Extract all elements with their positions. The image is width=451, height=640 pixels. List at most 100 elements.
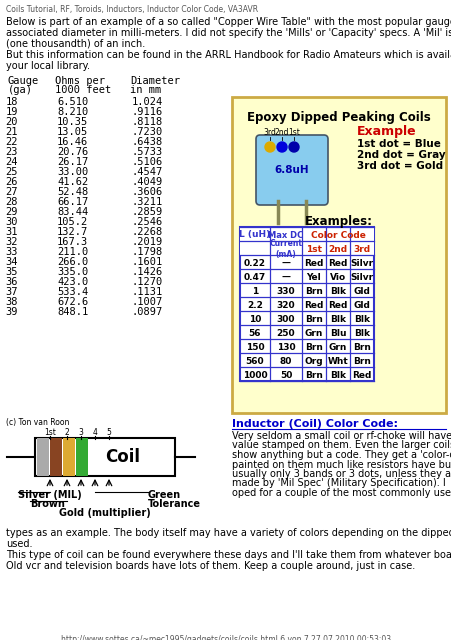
Text: Grn: Grn <box>304 328 322 337</box>
Text: Vio: Vio <box>329 273 345 282</box>
Text: 26.17: 26.17 <box>57 157 88 167</box>
Text: 1st: 1st <box>44 428 56 437</box>
Text: 0.47: 0.47 <box>244 273 266 282</box>
Text: (ga): (ga) <box>8 85 33 95</box>
Text: Gld: Gld <box>353 301 370 310</box>
Text: Max DC: Max DC <box>268 230 303 239</box>
Text: Brown: Brown <box>30 499 65 509</box>
Text: .2268: .2268 <box>132 227 163 237</box>
Text: 28: 28 <box>5 197 18 207</box>
Text: 27: 27 <box>5 187 18 197</box>
Text: your local library.: your local library. <box>6 61 90 71</box>
Text: 56: 56 <box>248 328 261 337</box>
Text: Epoxy Dipped Peaking Coils: Epoxy Dipped Peaking Coils <box>247 111 430 124</box>
Text: Inductor (Coil) Color Code:: Inductor (Coil) Color Code: <box>231 419 397 429</box>
Text: used.: used. <box>6 539 32 549</box>
Text: 533.4: 533.4 <box>57 287 88 297</box>
Text: types as an example. The body itself may have a variety of colors depending on t: types as an example. The body itself may… <box>6 528 451 538</box>
Text: 8.210: 8.210 <box>57 107 88 117</box>
Text: Example: Example <box>356 125 416 138</box>
Text: Brn: Brn <box>304 371 322 380</box>
Text: Tolerance: Tolerance <box>147 499 201 509</box>
Text: 2nd dot = Gray: 2nd dot = Gray <box>356 150 445 160</box>
Text: (one thousandth) of an inch.: (one thousandth) of an inch. <box>6 39 145 49</box>
Text: 6.510: 6.510 <box>57 97 88 107</box>
Text: 39: 39 <box>5 307 18 317</box>
Text: 130: 130 <box>276 342 295 351</box>
Text: 3rd dot = Gold: 3rd dot = Gold <box>356 161 442 171</box>
Text: .1270: .1270 <box>132 277 163 287</box>
Text: Red: Red <box>304 301 323 310</box>
Text: 3: 3 <box>78 428 83 437</box>
Text: Blk: Blk <box>329 371 345 380</box>
Text: 300: 300 <box>276 314 295 323</box>
Text: 24: 24 <box>5 157 18 167</box>
Text: show anything but a code. They get a 'color-code': show anything but a code. They get a 'co… <box>231 450 451 460</box>
Text: Red: Red <box>327 301 347 310</box>
Text: Color Code: Color Code <box>310 230 364 239</box>
Text: —: — <box>281 273 290 282</box>
Text: 34: 34 <box>5 257 18 267</box>
Text: Below is part of an example of a so called "Copper Wire Table" with the most pop: Below is part of an example of a so call… <box>6 17 451 27</box>
Text: Gold (multiplier): Gold (multiplier) <box>59 508 151 518</box>
Circle shape <box>264 142 274 152</box>
Text: Brn: Brn <box>304 342 322 351</box>
Text: 1st: 1st <box>305 244 321 253</box>
Text: 13.05: 13.05 <box>57 127 88 137</box>
Bar <box>50 438 62 476</box>
Text: painted on them much like resistors have but: painted on them much like resistors have… <box>231 460 451 470</box>
Text: .2859: .2859 <box>132 207 163 217</box>
Text: Red: Red <box>351 371 371 380</box>
Text: .5733: .5733 <box>132 147 163 157</box>
Text: 1: 1 <box>251 287 258 296</box>
Text: Grn: Grn <box>328 342 346 351</box>
Text: 0.22: 0.22 <box>244 259 265 268</box>
Text: Red: Red <box>304 259 323 268</box>
Text: 29: 29 <box>5 207 18 217</box>
Bar <box>35 438 175 476</box>
Text: .6438: .6438 <box>132 137 163 147</box>
Text: 38: 38 <box>5 297 18 307</box>
Text: 211.0: 211.0 <box>57 247 88 257</box>
Text: Silver (MIL): Silver (MIL) <box>18 490 82 500</box>
Text: 20.76: 20.76 <box>57 147 88 157</box>
FancyBboxPatch shape <box>231 97 445 413</box>
Text: Blu: Blu <box>329 328 345 337</box>
Text: .1426: .1426 <box>132 267 163 277</box>
Text: This type of coil can be found everywhere these days and I'll take them from wha: This type of coil can be found everywher… <box>6 550 451 560</box>
Bar <box>239 227 373 255</box>
Text: 37: 37 <box>5 287 18 297</box>
Text: .8118: .8118 <box>132 117 163 127</box>
Text: Coils Tutorial, RF, Toroids, Inductors, Inductor Color Code, VA3AVR: Coils Tutorial, RF, Toroids, Inductors, … <box>6 5 258 14</box>
Text: 1st dot = Blue: 1st dot = Blue <box>356 139 440 149</box>
Text: .7230: .7230 <box>132 127 163 137</box>
FancyBboxPatch shape <box>255 135 327 205</box>
Circle shape <box>288 142 299 152</box>
Text: .1131: .1131 <box>132 287 163 297</box>
Text: 1000 feet: 1000 feet <box>55 85 111 95</box>
Text: Brn: Brn <box>304 287 322 296</box>
Text: (c) Ton van Roon: (c) Ton van Roon <box>6 418 69 427</box>
Text: 41.62: 41.62 <box>57 177 88 187</box>
Text: 31: 31 <box>5 227 18 237</box>
Text: .3606: .3606 <box>132 187 163 197</box>
Text: oped for a couple of the most commonly used: oped for a couple of the most commonly u… <box>231 488 451 498</box>
Text: L (uH): L (uH) <box>239 230 270 239</box>
Text: 18: 18 <box>5 97 18 107</box>
Text: 10: 10 <box>248 314 261 323</box>
Text: Very seldom a small coil or rf-choke will have the: Very seldom a small coil or rf-choke wil… <box>231 431 451 441</box>
Text: Blk: Blk <box>353 328 369 337</box>
Text: —: — <box>281 259 290 268</box>
Text: .1798: .1798 <box>132 247 163 257</box>
Text: Examples:: Examples: <box>304 215 372 228</box>
Text: .3211: .3211 <box>132 197 163 207</box>
Text: 50: 50 <box>279 371 291 380</box>
Text: Yel: Yel <box>306 273 321 282</box>
Text: 1.024: 1.024 <box>132 97 163 107</box>
Text: 23: 23 <box>5 147 18 157</box>
Text: associated diameter in milli-meters. I did not specify the 'Mills' or 'Capacity': associated diameter in milli-meters. I d… <box>6 28 451 38</box>
Text: Gauge: Gauge <box>8 76 39 86</box>
Text: 2nd: 2nd <box>274 128 289 137</box>
Text: 672.6: 672.6 <box>57 297 88 307</box>
Text: Brn: Brn <box>352 342 370 351</box>
